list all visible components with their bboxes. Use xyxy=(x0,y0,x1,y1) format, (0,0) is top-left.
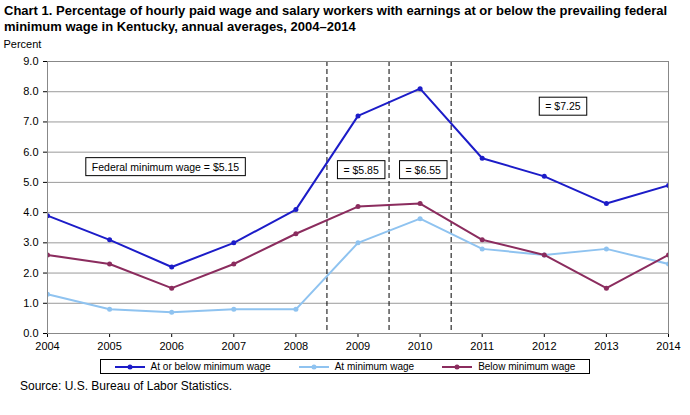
svg-text:0.0: 0.0 xyxy=(23,327,38,339)
svg-text:2006: 2006 xyxy=(159,340,183,352)
svg-text:1.0: 1.0 xyxy=(23,297,38,309)
svg-text:4.0: 4.0 xyxy=(23,206,38,218)
svg-text:2013: 2013 xyxy=(594,340,618,352)
svg-text:5.0: 5.0 xyxy=(23,176,38,188)
svg-text:3.0: 3.0 xyxy=(23,236,38,248)
svg-text:Percent: Percent xyxy=(4,38,42,50)
svg-text:= $6.55: = $6.55 xyxy=(406,164,441,176)
html-text:Chart 1. Percentage of hourly: Chart 1. Percentage of hourly paid wage … xyxy=(4,3,668,34)
html-text:At or below minimum wage: At or below minimum wage xyxy=(150,361,271,372)
svg-text:= $7.25: = $7.25 xyxy=(545,100,580,112)
svg-text:= $5.85: = $5.85 xyxy=(343,164,378,176)
svg-text:2008: 2008 xyxy=(284,340,308,352)
svg-text:2012: 2012 xyxy=(532,340,556,352)
svg-text:9.0: 9.0 xyxy=(23,55,38,67)
svg-text:8.0: 8.0 xyxy=(23,85,38,97)
svg-text:7.0: 7.0 xyxy=(23,115,38,127)
svg-text:2010: 2010 xyxy=(408,340,432,352)
svg-text:2.0: 2.0 xyxy=(23,267,38,279)
svg-text:2009: 2009 xyxy=(346,340,370,352)
svg-text:2014: 2014 xyxy=(656,340,680,352)
html-text:Below minimum wage: Below minimum wage xyxy=(478,361,576,372)
html-text:At minimum wage: At minimum wage xyxy=(334,361,415,372)
svg-text:6.0: 6.0 xyxy=(23,146,38,158)
svg-text:Federal minimum wage = $5.15: Federal minimum wage = $5.15 xyxy=(92,161,240,173)
html-text:Source: U.S. Bureau of Labor S: Source: U.S. Bureau of Labor Statistics. xyxy=(20,379,233,393)
svg-text:2005: 2005 xyxy=(97,340,121,352)
svg-text:2011: 2011 xyxy=(470,340,494,352)
svg-text:2007: 2007 xyxy=(222,340,246,352)
svg-text:2004: 2004 xyxy=(35,340,59,352)
